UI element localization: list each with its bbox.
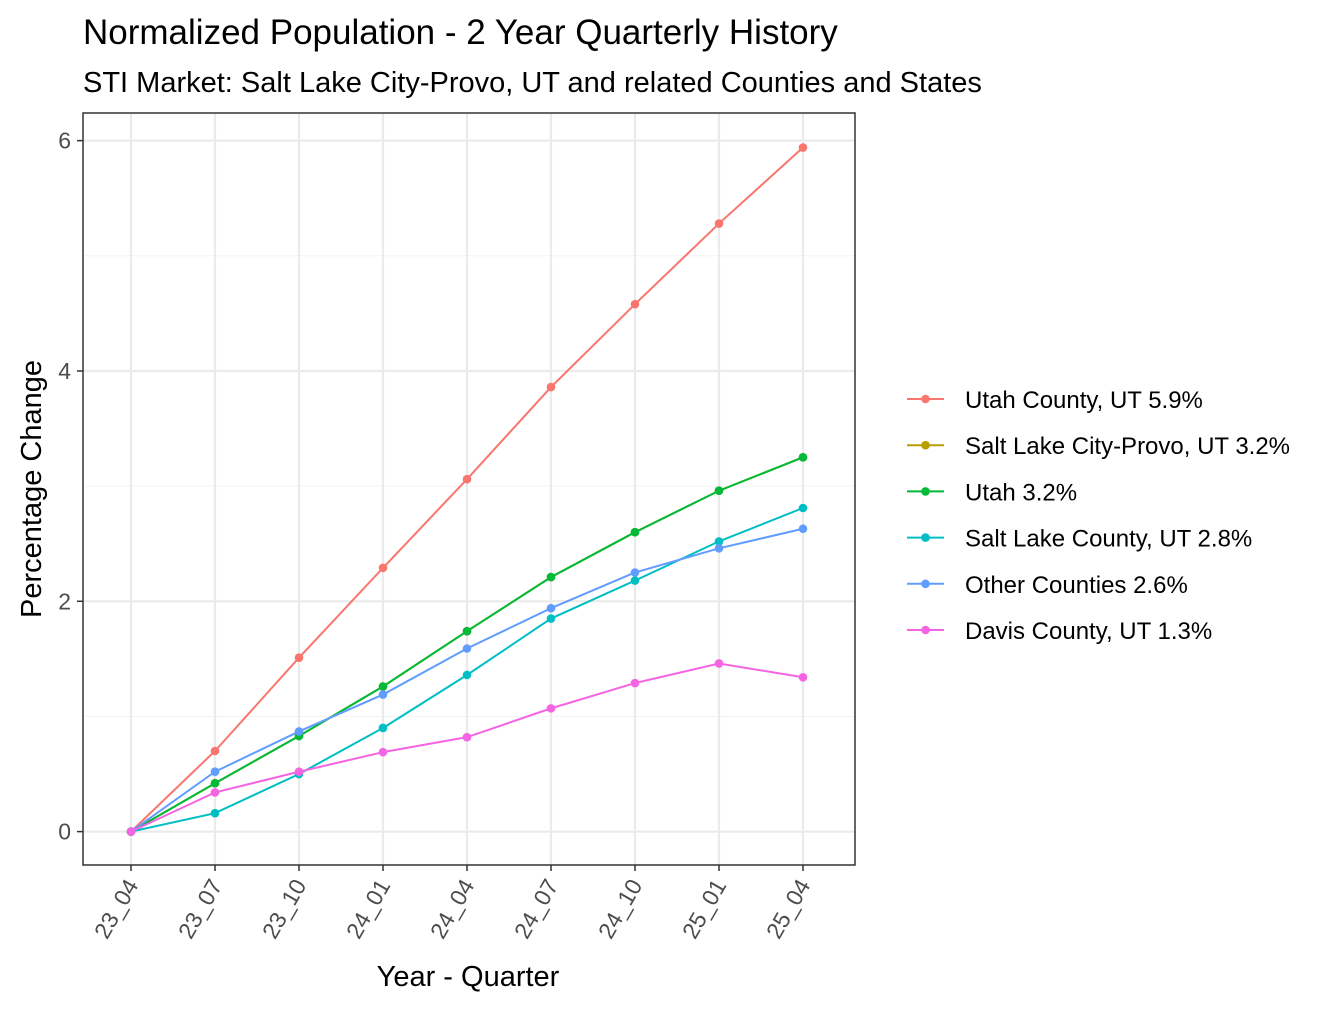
legend-label: Salt Lake City-Provo, UT 3.2% — [965, 433, 1290, 460]
legend-key-point — [921, 625, 930, 635]
series — [126, 524, 808, 836]
x-axis-label: Year - Quarter — [377, 961, 560, 993]
data-point — [546, 572, 556, 582]
y-tick-label: 0 — [58, 819, 71, 845]
series-lines — [126, 143, 808, 836]
series — [126, 503, 808, 836]
legend: Utah County, UT 5.9% Salt Lake City-Provo… — [907, 387, 1290, 645]
legend-label: Utah County, UT 5.9% — [965, 387, 1203, 414]
data-point — [630, 299, 640, 309]
data-point — [798, 672, 808, 682]
legend-label: Other Counties 2.6% — [965, 572, 1188, 599]
data-point — [378, 723, 388, 733]
data-point — [546, 603, 556, 613]
data-point — [798, 524, 808, 534]
data-point — [462, 670, 472, 680]
legend-key-point — [921, 533, 930, 542]
data-point — [714, 486, 724, 496]
grid — [83, 113, 855, 865]
data-point — [378, 690, 388, 699]
x-tick-label: 24_01 — [341, 875, 396, 943]
data-point — [630, 527, 640, 537]
legend-item: Salt Lake City-Provo, UT 3.2% — [907, 433, 1290, 460]
legend-item: Davis County, UT 1.3% — [907, 618, 1212, 645]
data-point — [294, 767, 304, 777]
x-tick-label: 23_04 — [89, 874, 144, 943]
legend-item: Other Counties 2.6% — [907, 572, 1188, 599]
data-point — [126, 827, 136, 836]
plot-background — [83, 113, 855, 865]
plot-panel-border — [82, 112, 856, 866]
x-tick-label: 23_10 — [257, 875, 312, 943]
y-axis-label: Percentage Change — [16, 360, 48, 618]
chart-title: Normalized Population - 2 Year Quarterly… — [83, 13, 838, 52]
x-tick-label: 24_04 — [425, 874, 480, 943]
legend-label: Salt Lake County, UT 2.8% — [965, 526, 1252, 553]
legend-item: Utah County, UT 5.9% — [907, 387, 1203, 414]
data-point — [378, 682, 388, 691]
data-point — [546, 382, 556, 392]
legend-item: Salt Lake County, UT 2.8% — [907, 526, 1252, 553]
data-point — [798, 453, 808, 462]
legend-key-point — [921, 487, 930, 496]
data-point — [210, 767, 220, 777]
data-point — [714, 537, 724, 546]
x-tick-label: 24_10 — [593, 875, 648, 943]
data-point — [630, 576, 640, 585]
legend-label: Utah 3.2% — [965, 479, 1077, 506]
data-point — [462, 644, 472, 653]
x-tick-label: 23_07 — [173, 875, 228, 943]
data-point — [462, 732, 472, 742]
data-point — [630, 678, 640, 688]
legend-item: Utah 3.2% — [907, 479, 1077, 506]
data-point — [210, 808, 220, 818]
data-point — [378, 563, 388, 573]
series — [126, 659, 808, 836]
data-point — [462, 626, 472, 636]
x-tick-label: 25_01 — [677, 875, 732, 943]
data-point — [714, 659, 724, 668]
data-point — [210, 778, 220, 788]
x-tick-label: 25_04 — [761, 874, 816, 943]
legend-label: Davis County, UT 1.3% — [965, 618, 1212, 645]
data-point — [798, 143, 808, 152]
data-point — [798, 503, 808, 513]
legend-key-point — [921, 440, 930, 450]
y-tick-label: 4 — [58, 358, 71, 384]
data-point — [714, 219, 724, 228]
y-tick-label: 2 — [58, 588, 71, 614]
data-point — [462, 474, 472, 484]
data-point — [714, 544, 724, 553]
data-point — [210, 746, 220, 756]
data-point — [630, 568, 640, 577]
data-point — [378, 747, 388, 757]
x-tick-label: 24_07 — [509, 875, 564, 943]
chart-subtitle: STI Market: Salt Lake City-Provo, UT and… — [83, 67, 982, 99]
data-point — [546, 614, 556, 623]
data-point — [546, 704, 556, 713]
legend-key-point — [921, 579, 930, 589]
data-point — [294, 653, 304, 663]
data-point — [210, 788, 220, 797]
data-point — [294, 727, 304, 736]
legend-key-point — [921, 394, 930, 404]
y-tick-label: 6 — [58, 128, 71, 154]
